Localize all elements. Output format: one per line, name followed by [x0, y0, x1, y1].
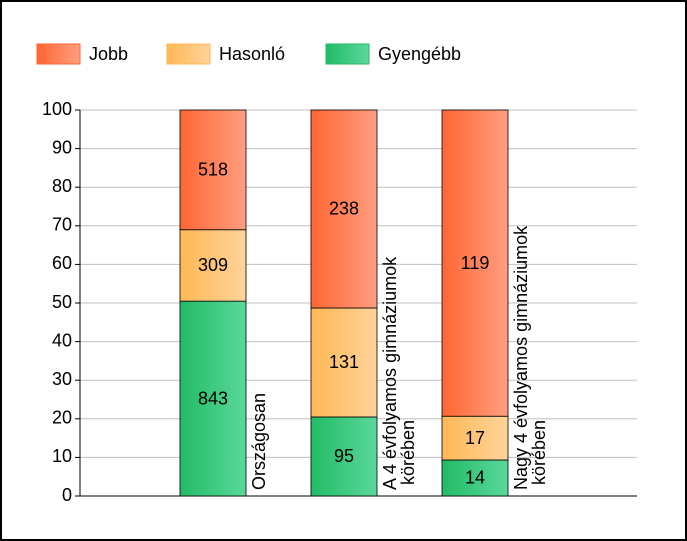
data-label: 14	[465, 468, 485, 488]
y-tick-label: 0	[62, 485, 72, 505]
y-tick-label: 20	[52, 408, 72, 428]
legend-swatch	[166, 43, 211, 65]
y-tick-label: 40	[52, 330, 72, 350]
legend-swatch	[36, 43, 81, 65]
data-label: 119	[461, 253, 490, 273]
bar-segment	[441, 109, 509, 417]
bar-segment	[179, 300, 247, 497]
data-label: 131	[329, 352, 359, 372]
bar-segment	[310, 307, 378, 418]
y-tick-label: 100	[42, 99, 72, 119]
bar-segment	[441, 415, 509, 461]
data-label: 95	[334, 446, 354, 466]
bar-segment	[179, 109, 247, 231]
legend-label: Hasonló	[219, 44, 285, 64]
y-tick-label: 10	[52, 446, 72, 466]
data-label: 309	[198, 255, 228, 275]
x-tick-label: A 4 évfolyamos gimnáziumok körében	[380, 256, 418, 490]
y-tick-label: 80	[52, 176, 72, 196]
data-label: 843	[198, 388, 228, 408]
y-tick-label: 70	[52, 215, 72, 235]
data-label: 238	[329, 199, 359, 219]
y-tick-label: 90	[52, 137, 72, 157]
legend-label: Gyengébb	[378, 44, 461, 64]
x-tick-label: Nagy 4 évfolyamos gimnáziumok körében	[511, 225, 549, 490]
data-label: 17	[465, 428, 485, 448]
legend-label: Jobb	[89, 44, 128, 64]
y-tick-label: 50	[52, 292, 72, 312]
y-tick-label: 30	[52, 369, 72, 389]
bar-segment	[441, 459, 509, 497]
bar-segment	[310, 416, 378, 497]
legend-swatch	[325, 43, 370, 65]
data-label: 518	[198, 160, 228, 180]
x-tick-label: Országosan	[249, 393, 269, 490]
bar-segment	[310, 109, 378, 309]
y-tick-label: 60	[52, 253, 72, 273]
